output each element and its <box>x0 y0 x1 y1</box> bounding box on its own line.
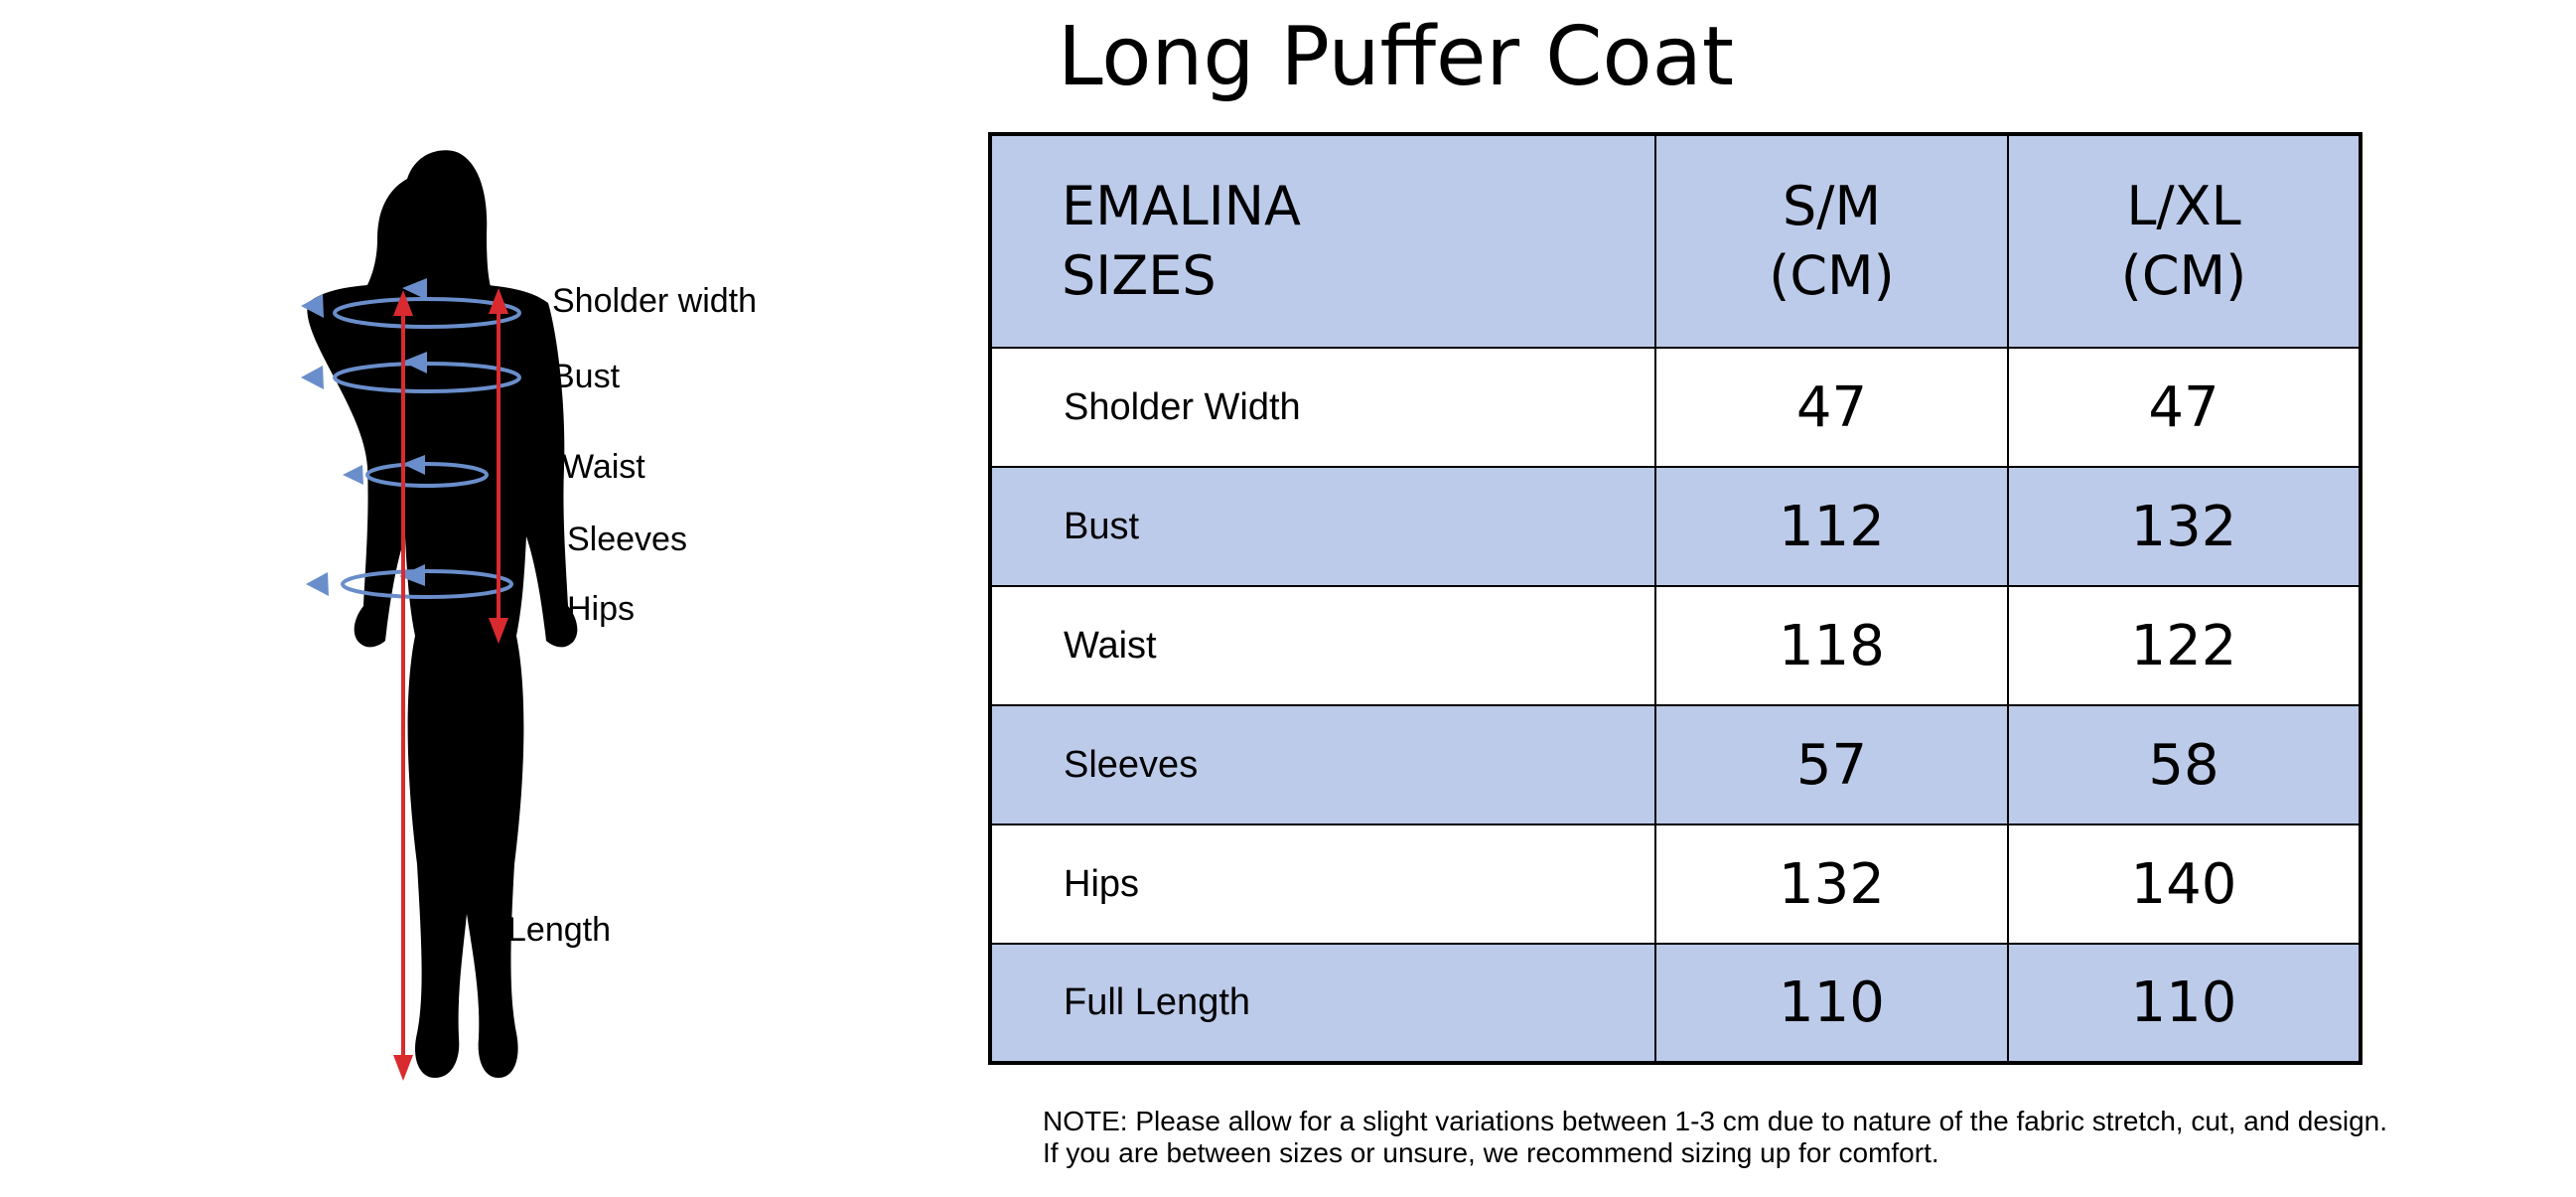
table-row: Bust 112 132 <box>989 466 2361 587</box>
row-label-full-length: Full Length <box>989 943 1656 1064</box>
cell-bust-lxl: 132 <box>2007 466 2361 587</box>
body-silhouette-illustration <box>301 150 578 1081</box>
length-arrowheads <box>393 288 508 1081</box>
cell-full-length-sm: 110 <box>1654 943 2009 1064</box>
cell-hips-lxl: 140 <box>2007 823 2361 945</box>
header-size-lxl: L/XL (CM) <box>2007 133 2361 349</box>
table-row: Sleeves 57 58 <box>989 704 2361 825</box>
cell-waist-lxl: 122 <box>2007 585 2361 706</box>
sizing-note: NOTE: Please allow for a slight variatio… <box>1043 1106 2387 1169</box>
length-guides <box>401 300 501 1068</box>
header-brand-line2: SIZES <box>1062 244 1216 307</box>
sizing-note-line1: NOTE: Please allow for a slight variatio… <box>1043 1106 2388 1136</box>
figure-label-length: Length <box>507 911 611 949</box>
figure-label-waist: Waist <box>562 448 645 486</box>
row-label-sleeves: Sleeves <box>989 704 1656 825</box>
figure-label-shoulder-width: Sholder width <box>552 282 758 320</box>
row-label-bust: Bust <box>989 466 1656 587</box>
page-title: Long Puffer Coat <box>1058 10 1735 104</box>
table-row: Sholder Width 47 47 <box>989 347 2361 468</box>
header-size-sm-line2: (CM) <box>1769 244 1895 307</box>
cell-shoulder-width-sm: 47 <box>1654 347 2009 468</box>
table-row: Waist 118 122 <box>989 585 2361 706</box>
header-size-lxl-line2: (CM) <box>2120 244 2247 307</box>
table-row: Hips 132 140 <box>989 823 2361 945</box>
row-label-shoulder-width: Sholder Width <box>989 347 1656 468</box>
table-header-row: EMALINA SIZES S/M (CM) L/XL (CM) <box>989 133 2361 349</box>
cell-sleeves-lxl: 58 <box>2007 704 2361 825</box>
figure-label-sleeves: Sleeves <box>567 521 687 558</box>
size-chart-table: EMALINA SIZES S/M (CM) L/XL (CM) Sholder… <box>988 132 2362 1065</box>
measurement-figure <box>268 139 884 1093</box>
header-brand-line1: EMALINA <box>1062 175 1301 237</box>
sizing-note-line2: If you are between sizes or unsure, we r… <box>1043 1137 1939 1168</box>
row-label-hips: Hips <box>989 823 1656 945</box>
cell-shoulder-width-lxl: 47 <box>2007 347 2361 468</box>
row-label-waist: Waist <box>989 585 1656 706</box>
figure-label-bust: Bust <box>552 358 621 395</box>
cell-bust-sm: 112 <box>1654 466 2009 587</box>
header-size-sm: S/M (CM) <box>1654 133 2009 349</box>
header-size-lxl-line1: L/XL <box>2126 175 2241 237</box>
cell-hips-sm: 132 <box>1654 823 2009 945</box>
cell-sleeves-sm: 57 <box>1654 704 2009 825</box>
cell-full-length-lxl: 110 <box>2007 943 2361 1064</box>
figure-label-hips: Hips <box>567 590 636 628</box>
circumference-arrowheads <box>301 278 427 596</box>
header-brand-sizes: EMALINA SIZES <box>989 133 1656 349</box>
header-size-sm-line1: S/M <box>1782 175 1882 237</box>
circumference-guides <box>333 297 521 599</box>
table-row: Full Length 110 110 <box>989 943 2361 1064</box>
cell-waist-sm: 118 <box>1654 585 2009 706</box>
